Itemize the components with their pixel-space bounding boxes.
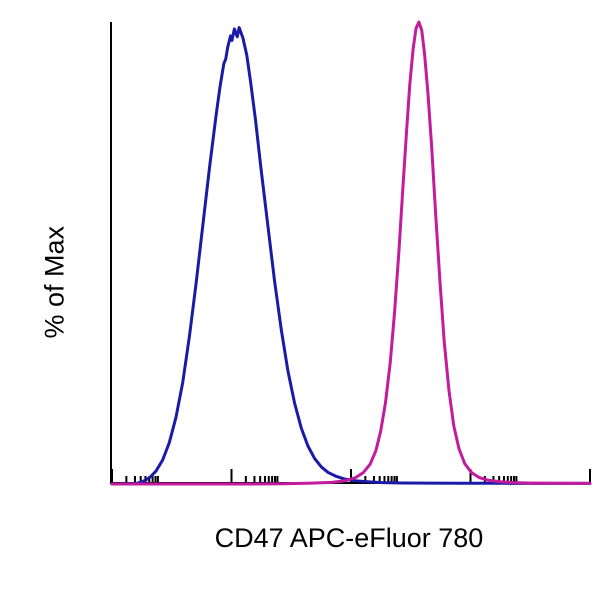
y-axis-label: % of Max [40,179,71,339]
x-axis-label: CD47 APC-eFluor 780 [110,523,588,554]
series-cd47-stained [112,22,590,484]
chart-container: % of Max CD47 APC-eFluor 780 [0,0,611,590]
chart-svg [112,22,590,522]
series-group [112,22,590,484]
plot-area [110,22,588,484]
series-isotype-control [112,28,590,484]
